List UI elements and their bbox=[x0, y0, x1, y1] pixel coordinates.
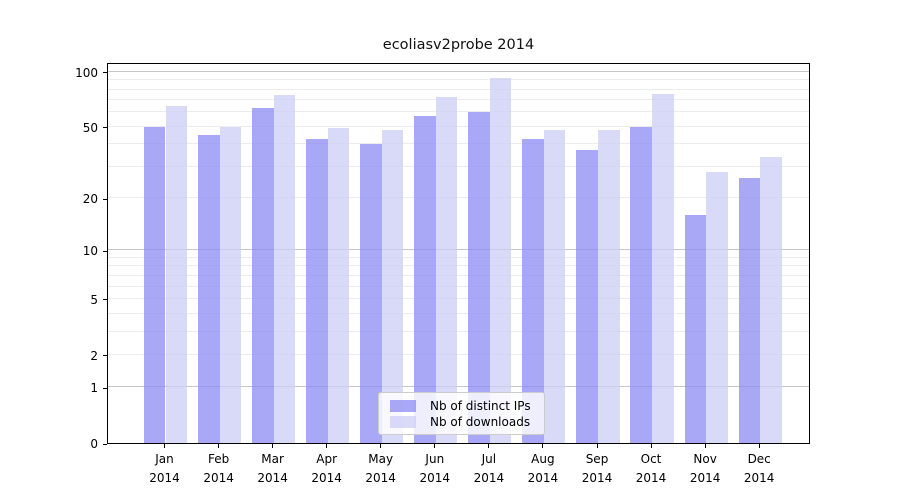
gridline bbox=[108, 285, 809, 287]
gridline bbox=[108, 256, 809, 258]
y-axis-tick-mark bbox=[103, 72, 107, 74]
bar-distinct-ips-nov bbox=[684, 215, 707, 443]
y-axis-tick-mark bbox=[103, 250, 107, 252]
y-axis-tick-label: 50 bbox=[82, 120, 98, 135]
bar-distinct-ips-oct bbox=[630, 126, 652, 443]
gridline bbox=[108, 312, 809, 314]
y-axis-tick-label: 100 bbox=[75, 65, 98, 80]
gridline bbox=[108, 111, 809, 113]
chart-title: ecoliasv2probe 2014 bbox=[382, 37, 535, 53]
bar-downloads-jul bbox=[489, 78, 512, 443]
bar-distinct-ips-jul bbox=[468, 112, 490, 443]
x-axis-tick-mark bbox=[488, 444, 490, 448]
x-axis-tick-label: Oct 2014 bbox=[635, 452, 667, 485]
gridline bbox=[108, 125, 809, 127]
x-axis-tick-label: Mar 2014 bbox=[257, 452, 288, 485]
gridline bbox=[108, 353, 809, 355]
gridline bbox=[108, 197, 809, 199]
y-axis-tick-mark bbox=[103, 299, 107, 301]
legend-swatch-distinct-ips-icon bbox=[390, 400, 416, 412]
y-axis-tick-label: 10 bbox=[82, 244, 98, 259]
x-axis-tick-label: Jun 2014 bbox=[419, 452, 451, 485]
bar-distinct-ips-jan bbox=[143, 126, 166, 443]
bar-downloads-dec bbox=[760, 157, 782, 443]
bar-downloads-apr bbox=[327, 128, 350, 443]
y-axis-tick-mark bbox=[103, 443, 107, 445]
x-axis-tick-label: Dec 2014 bbox=[743, 452, 775, 485]
gridline bbox=[108, 88, 809, 90]
bar-downloads-jun bbox=[435, 96, 458, 443]
plot-area bbox=[107, 63, 810, 444]
bar-distinct-ips-aug bbox=[522, 138, 544, 443]
gridline bbox=[108, 70, 809, 72]
bar-downloads-oct bbox=[652, 93, 674, 443]
x-axis-tick-label: Jan 2014 bbox=[149, 452, 180, 485]
x-axis-tick-label: Apr 2014 bbox=[311, 452, 342, 485]
x-axis-tick-mark bbox=[218, 444, 220, 448]
bar-distinct-ips-jun bbox=[414, 116, 436, 443]
bar-distinct-ips-sep bbox=[576, 150, 598, 443]
x-axis-tick-mark bbox=[650, 444, 652, 448]
x-axis-tick-mark bbox=[326, 444, 328, 448]
bar-downloads-mar bbox=[273, 94, 296, 443]
x-axis-tick-label: Nov 2014 bbox=[689, 452, 721, 485]
x-axis-tick-mark bbox=[164, 444, 165, 448]
gridline bbox=[108, 99, 809, 101]
gridline bbox=[108, 265, 809, 267]
y-axis-tick-label: 2 bbox=[90, 348, 98, 363]
x-axis-tick-mark bbox=[596, 444, 598, 448]
bar-downloads-may bbox=[381, 129, 404, 443]
legend: Nb of distinct IPs Nb of downloads bbox=[378, 392, 545, 435]
bar-downloads-sep bbox=[598, 129, 620, 443]
bar-downloads-jan bbox=[165, 106, 188, 443]
x-axis-tick-mark bbox=[380, 444, 382, 448]
x-axis-tick-label: Sep 2014 bbox=[581, 452, 613, 485]
y-axis-tick-label: 5 bbox=[90, 292, 98, 307]
y-axis-tick-mark bbox=[103, 198, 107, 200]
legend-label: Nb of downloads bbox=[430, 415, 531, 429]
legend-item: Nb of downloads bbox=[387, 415, 536, 429]
gridline bbox=[108, 249, 809, 251]
gridline bbox=[108, 297, 809, 299]
x-axis-tick-mark bbox=[272, 444, 274, 448]
y-axis-tick-mark bbox=[103, 387, 107, 389]
bar-distinct-ips-feb bbox=[198, 135, 220, 443]
x-axis-tick-label: Jul 2014 bbox=[473, 452, 505, 485]
x-axis-tick-label: May 2014 bbox=[365, 452, 396, 485]
bar-distinct-ips-may bbox=[360, 144, 382, 443]
bar-downloads-aug bbox=[543, 129, 566, 443]
bar-downloads-feb bbox=[219, 126, 242, 443]
x-axis-tick-mark bbox=[542, 444, 544, 448]
x-axis-tick-mark bbox=[758, 444, 760, 448]
gridline bbox=[108, 386, 809, 388]
x-axis-tick-label: Feb 2014 bbox=[203, 452, 234, 485]
gridline bbox=[108, 79, 809, 81]
legend-item: Nb of distinct IPs bbox=[387, 399, 536, 413]
x-axis-tick-mark bbox=[704, 444, 706, 448]
y-axis-tick-mark bbox=[103, 127, 107, 129]
bar-distinct-ips-dec bbox=[738, 177, 761, 443]
bar-distinct-ips-apr bbox=[306, 138, 328, 443]
x-axis-tick-label: Aug 2014 bbox=[527, 452, 559, 485]
x-axis-tick-mark bbox=[434, 444, 436, 448]
y-axis-tick-label: 0 bbox=[90, 437, 98, 451]
gridline bbox=[108, 143, 809, 145]
gridline bbox=[108, 165, 809, 167]
y-axis-tick-label: 1 bbox=[90, 381, 98, 396]
gridline bbox=[108, 274, 809, 276]
gridline bbox=[108, 330, 809, 332]
bar-downloads-nov bbox=[706, 172, 728, 443]
bar-distinct-ips-mar bbox=[252, 108, 274, 443]
y-axis-tick-label: 20 bbox=[82, 192, 98, 207]
legend-swatch-downloads-icon bbox=[390, 416, 416, 428]
y-axis-tick-mark bbox=[103, 355, 107, 357]
legend-label: Nb of distinct IPs bbox=[430, 399, 531, 413]
